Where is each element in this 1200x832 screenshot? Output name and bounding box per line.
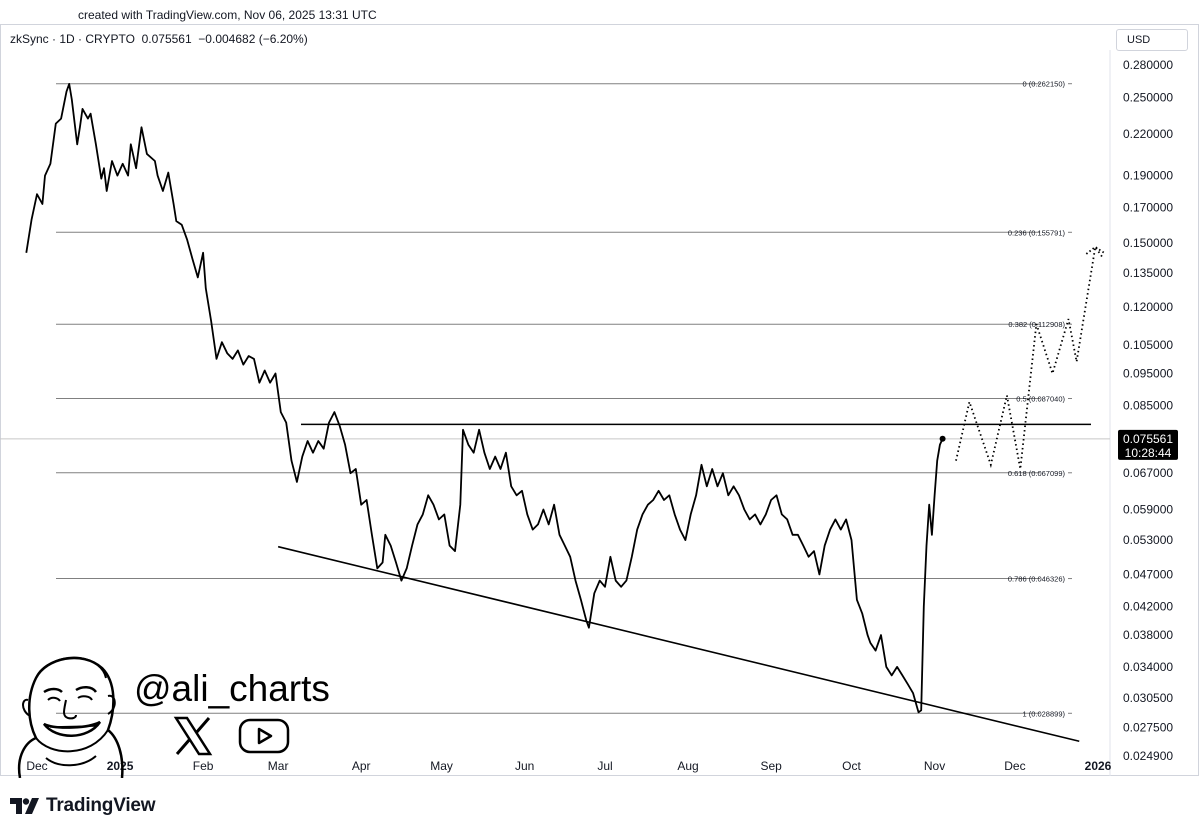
price-axis-tick: 0.034000 (1123, 660, 1173, 674)
author-avatar (17, 656, 124, 778)
price-axis-tick: 0.059000 (1123, 503, 1173, 517)
price-axis-tick: 0.024900 (1123, 749, 1173, 763)
time-axis[interactable]: Dec 2025 Feb Mar Apr May Jun Jul Aug Sep Oct Nov Dec… (26, 759, 1111, 773)
time-axis-tick: Sep (760, 759, 782, 773)
price-axis-tick: 0.250000 (1123, 90, 1173, 104)
price-axis-tick: 0.105000 (1123, 338, 1173, 352)
fib-level-label: 0.236 (0.155791) (1008, 228, 1066, 237)
time-axis-tick: Apr (352, 759, 371, 773)
fib-level-label: 0 (0.262150) (1022, 80, 1065, 89)
time-axis-tick: Dec (1004, 759, 1025, 773)
last-price-dot (939, 435, 946, 442)
fib-level-label: 0.5 (0.087040) (1016, 394, 1065, 403)
price-series-line (25, 83, 944, 714)
price-axis-tick: 0.150000 (1123, 236, 1173, 250)
price-axis-tick: 0.053000 (1123, 533, 1173, 547)
time-axis-tick: May (430, 759, 453, 773)
price-axis-tick: 0.067000 (1123, 466, 1173, 480)
price-axis[interactable]: 0.280000 0.250000 0.220000 0.190000 0.170000… (1123, 58, 1173, 763)
support-trendline (277, 545, 1080, 743)
candle-countdown: 10:28:44 (1125, 446, 1172, 460)
symbol-legend: zkSync · 1D · CRYPTO 0.075561 −0.004682 … (10, 32, 308, 46)
price-axis-tick: 0.095000 (1123, 367, 1173, 381)
fibonacci-retracement: 0 (0.262150)0.236 (0.155791)0.382 (0.112… (56, 80, 1072, 718)
projection-path (955, 244, 1105, 470)
price-axis-tick: 0.027500 (1123, 720, 1173, 734)
price-axis-tick: 0.220000 (1123, 127, 1173, 141)
currency-selector[interactable]: USD (1116, 29, 1188, 51)
time-axis-tick: 2026 (1085, 759, 1112, 773)
fib-level-label: 0.786 (0.046326) (1008, 575, 1066, 584)
last-price-label: 0.075561 (1123, 432, 1173, 446)
tradingview-logo-icon (10, 798, 39, 814)
time-axis-tick: Jul (597, 759, 612, 773)
price-axis-tick: 0.170000 (1123, 200, 1173, 214)
time-axis-tick: Feb (193, 759, 214, 773)
price-axis-tick: 0.042000 (1123, 600, 1173, 614)
price-axis-tick: 0.047000 (1123, 567, 1173, 581)
projection-arrowhead (1085, 245, 1105, 255)
fib-level-label: 0.618 (0.067099) (1008, 469, 1066, 478)
time-axis-tick: Mar (268, 759, 289, 773)
time-axis-tick: Oct (842, 759, 861, 773)
x-logo-icon[interactable] (172, 716, 214, 756)
price-axis-tick: 0.135000 (1123, 266, 1173, 280)
time-axis-tick: Aug (677, 759, 698, 773)
chart-credit: created with TradingView.com, Nov 06, 20… (78, 8, 377, 22)
price-axis-tick: 0.085000 (1123, 398, 1173, 412)
youtube-icon[interactable] (238, 718, 290, 754)
chart-frame (0, 24, 1199, 776)
time-axis-tick: Nov (924, 759, 945, 773)
tradingview-logo-text: TradingView (46, 795, 156, 816)
fib-level-label: 1 (0.028899) (1022, 709, 1065, 718)
price-axis-tick: 0.120000 (1123, 300, 1173, 314)
price-axis-tick: 0.038000 (1123, 628, 1173, 642)
time-axis-tick: 2025 (107, 759, 134, 773)
price-axis-tick: 0.190000 (1123, 169, 1173, 183)
time-axis-tick: Jun (515, 759, 534, 773)
time-axis-tick: Dec (26, 759, 47, 773)
author-handle: @ali_charts (134, 668, 330, 709)
price-axis-tick: 0.280000 (1123, 58, 1173, 72)
price-axis-tick: 0.030500 (1123, 691, 1173, 705)
tradingview-logo[interactable]: TradingView (10, 795, 156, 817)
last-price-badge: 0.075561 10:28:44 (1118, 429, 1178, 460)
